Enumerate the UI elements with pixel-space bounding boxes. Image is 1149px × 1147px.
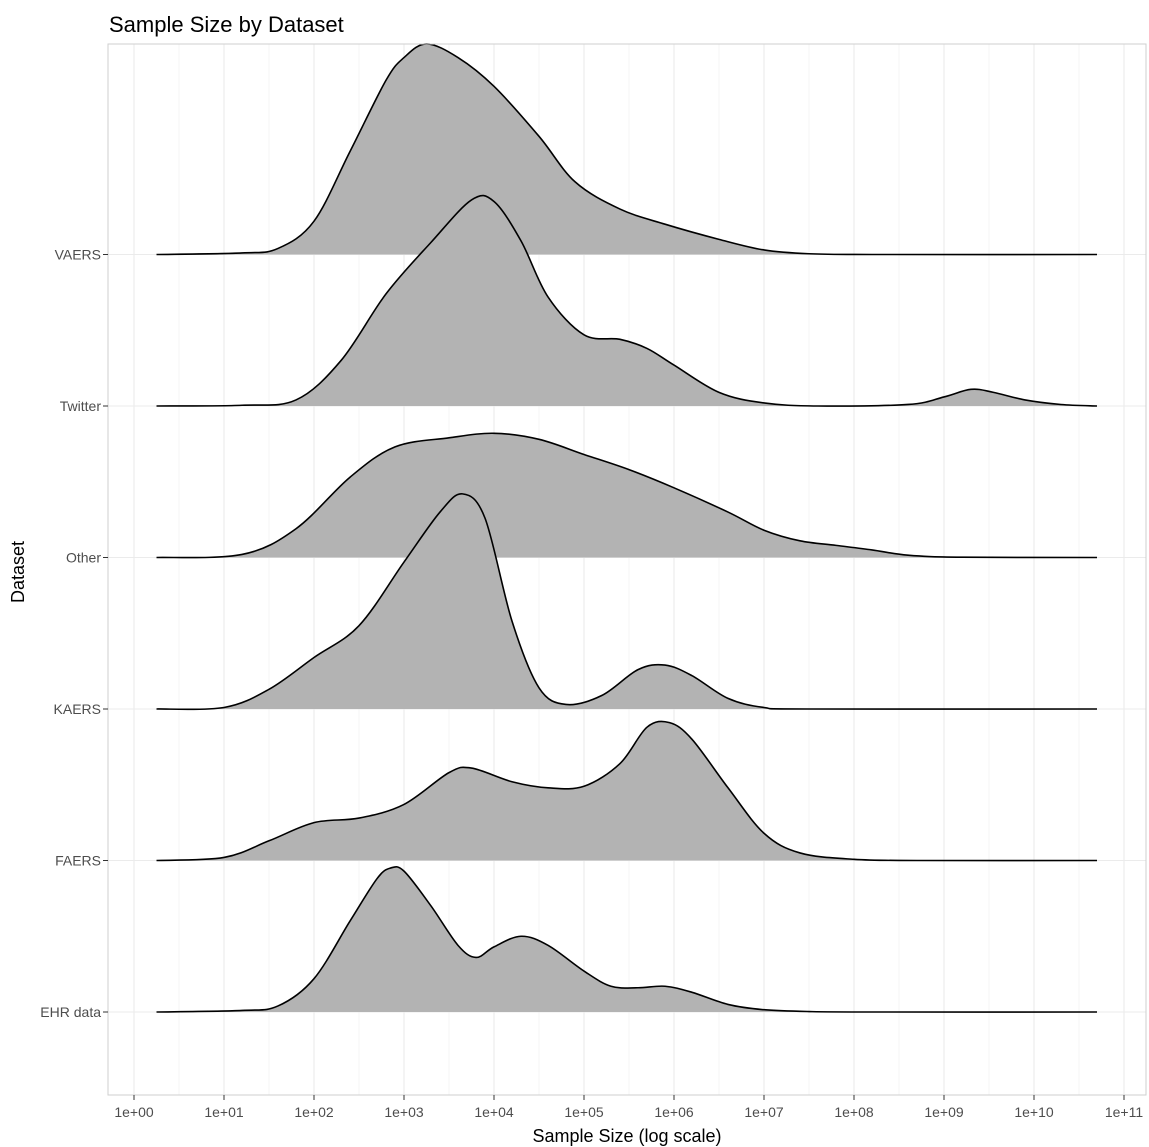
ridge-line-other bbox=[156, 432, 1098, 559]
ridge-area-twitter bbox=[156, 195, 1097, 407]
x-tick-label: 1e+11 bbox=[1105, 1104, 1143, 1120]
x-tick-label: 1e+09 bbox=[924, 1104, 964, 1120]
x-tick-label: 1e+08 bbox=[834, 1104, 874, 1120]
y-axis-ticks: EHR data FAERS KAERS Other Twitter VAERS bbox=[40, 247, 108, 1020]
y-tick-label: VAERS bbox=[55, 247, 101, 263]
ridges bbox=[156, 43, 1098, 1013]
x-tick-label: 1e+05 bbox=[564, 1104, 604, 1120]
x-tick-label: 1e+02 bbox=[294, 1104, 334, 1120]
x-tick-label: 1e+04 bbox=[474, 1104, 514, 1120]
y-tick-label: FAERS bbox=[55, 853, 101, 869]
ridge-line-vaers bbox=[156, 43, 1098, 256]
y-axis-title: Dataset bbox=[8, 541, 28, 603]
ridge-line-ehr-data bbox=[156, 865, 1098, 1013]
x-tick-label: 1e+10 bbox=[1014, 1104, 1054, 1120]
ridge-area-faers bbox=[156, 721, 1097, 861]
ridge-area-other bbox=[156, 433, 1097, 558]
y-tick-label: Other bbox=[66, 550, 101, 566]
ridge-area-vaers bbox=[156, 43, 1097, 255]
x-axis-title: Sample Size (log scale) bbox=[532, 1126, 721, 1146]
ridge-line-kaers bbox=[156, 493, 1098, 711]
ridge-area-kaers bbox=[156, 493, 1097, 710]
plot-panel bbox=[107, 43, 1147, 1096]
chart-title: Sample Size by Dataset bbox=[109, 12, 344, 37]
x-tick-label: 1e+06 bbox=[654, 1104, 694, 1120]
x-tick-label: 1e+01 bbox=[204, 1104, 244, 1120]
y-tick-label: KAERS bbox=[54, 701, 101, 717]
x-axis-ticks: 1e+00 1e+01 1e+02 1e+03 1e+04 1e+05 1e+06 1e+07… bbox=[114, 1095, 1143, 1120]
ridge-line-twitter bbox=[156, 194, 1098, 407]
y-tick-label: EHR data bbox=[40, 1004, 101, 1020]
x-tick-label: 1e+00 bbox=[114, 1104, 154, 1120]
ridge-area-ehr-data bbox=[156, 866, 1097, 1013]
major-gridlines bbox=[108, 44, 1146, 1095]
x-tick-label: 1e+03 bbox=[384, 1104, 424, 1120]
x-tick-label: 1e+07 bbox=[744, 1104, 784, 1120]
y-tick-label: Twitter bbox=[60, 398, 102, 414]
ridge-line-faers bbox=[156, 720, 1098, 862]
